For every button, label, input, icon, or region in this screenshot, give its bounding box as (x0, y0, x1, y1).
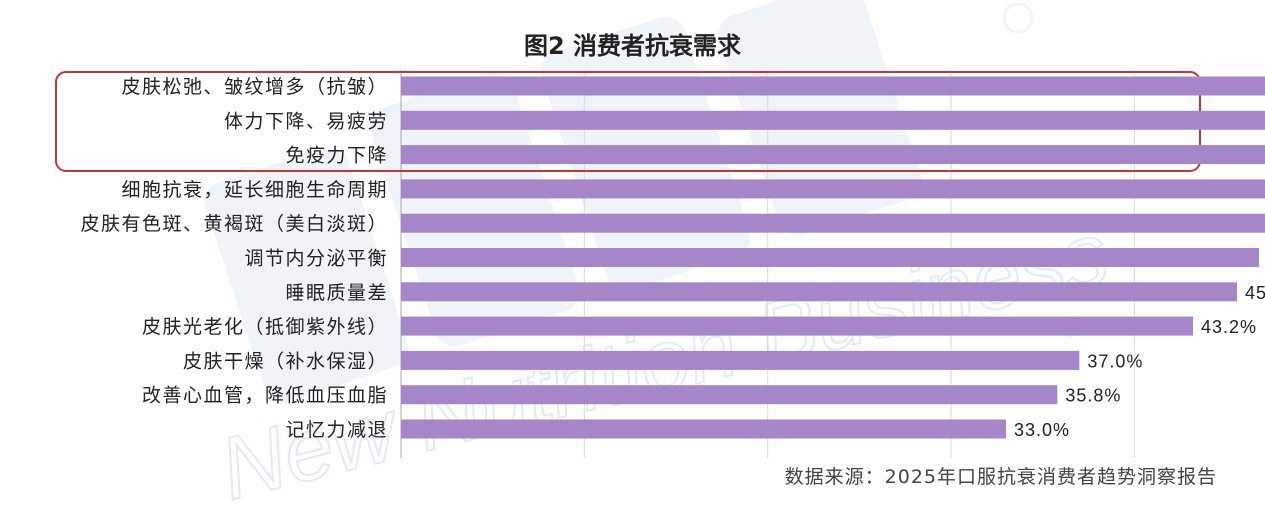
value-label: 37.0% (1087, 351, 1143, 371)
category-label: 皮肤光老化（抵御紫外线） (142, 316, 388, 338)
bar (401, 316, 1193, 336)
bar (401, 145, 1265, 165)
source-note: 数据来源：2025年口服抗衰消费者趋势洞察报告 (784, 466, 1217, 488)
bar (401, 350, 1080, 370)
category-label: 改善心血管，降低血压血脂 (142, 385, 388, 407)
value-label: 45.6% (1245, 283, 1265, 303)
bar (401, 110, 1265, 130)
bar (401, 213, 1265, 233)
category-label: 皮肤有色斑、黄褐斑（美白淡斑） (80, 213, 388, 235)
bars-group: 皮肤松弛、皱纹增多（抗皱）56.0%体力下降、易疲劳50.4%免疫力下降50.2… (80, 76, 1265, 441)
category-label: 记忆力减退 (285, 419, 388, 441)
bar (401, 179, 1265, 199)
chart-title: 图2 消费者抗衰需求 (523, 32, 742, 60)
bar (401, 76, 1265, 96)
bar (401, 419, 1006, 439)
category-label: 调节内分泌平衡 (244, 248, 388, 270)
category-label: 皮肤干燥（补水保湿） (183, 350, 388, 372)
value-label: 35.8% (1065, 386, 1121, 406)
value-label: 33.0% (1014, 420, 1070, 440)
category-label: 体力下降、易疲劳 (224, 110, 388, 132)
value-label: 43.2% (1201, 317, 1257, 337)
bar (401, 282, 1237, 302)
bar (401, 248, 1259, 267)
category-label: 睡眠质量差 (285, 282, 388, 304)
bar (401, 385, 1058, 405)
category-label: 细胞抗衰，延长细胞生命周期 (121, 179, 388, 201)
category-label: 皮肤松弛、皱纹增多（抗皱） (121, 76, 388, 98)
category-label: 免疫力下降 (285, 145, 388, 167)
